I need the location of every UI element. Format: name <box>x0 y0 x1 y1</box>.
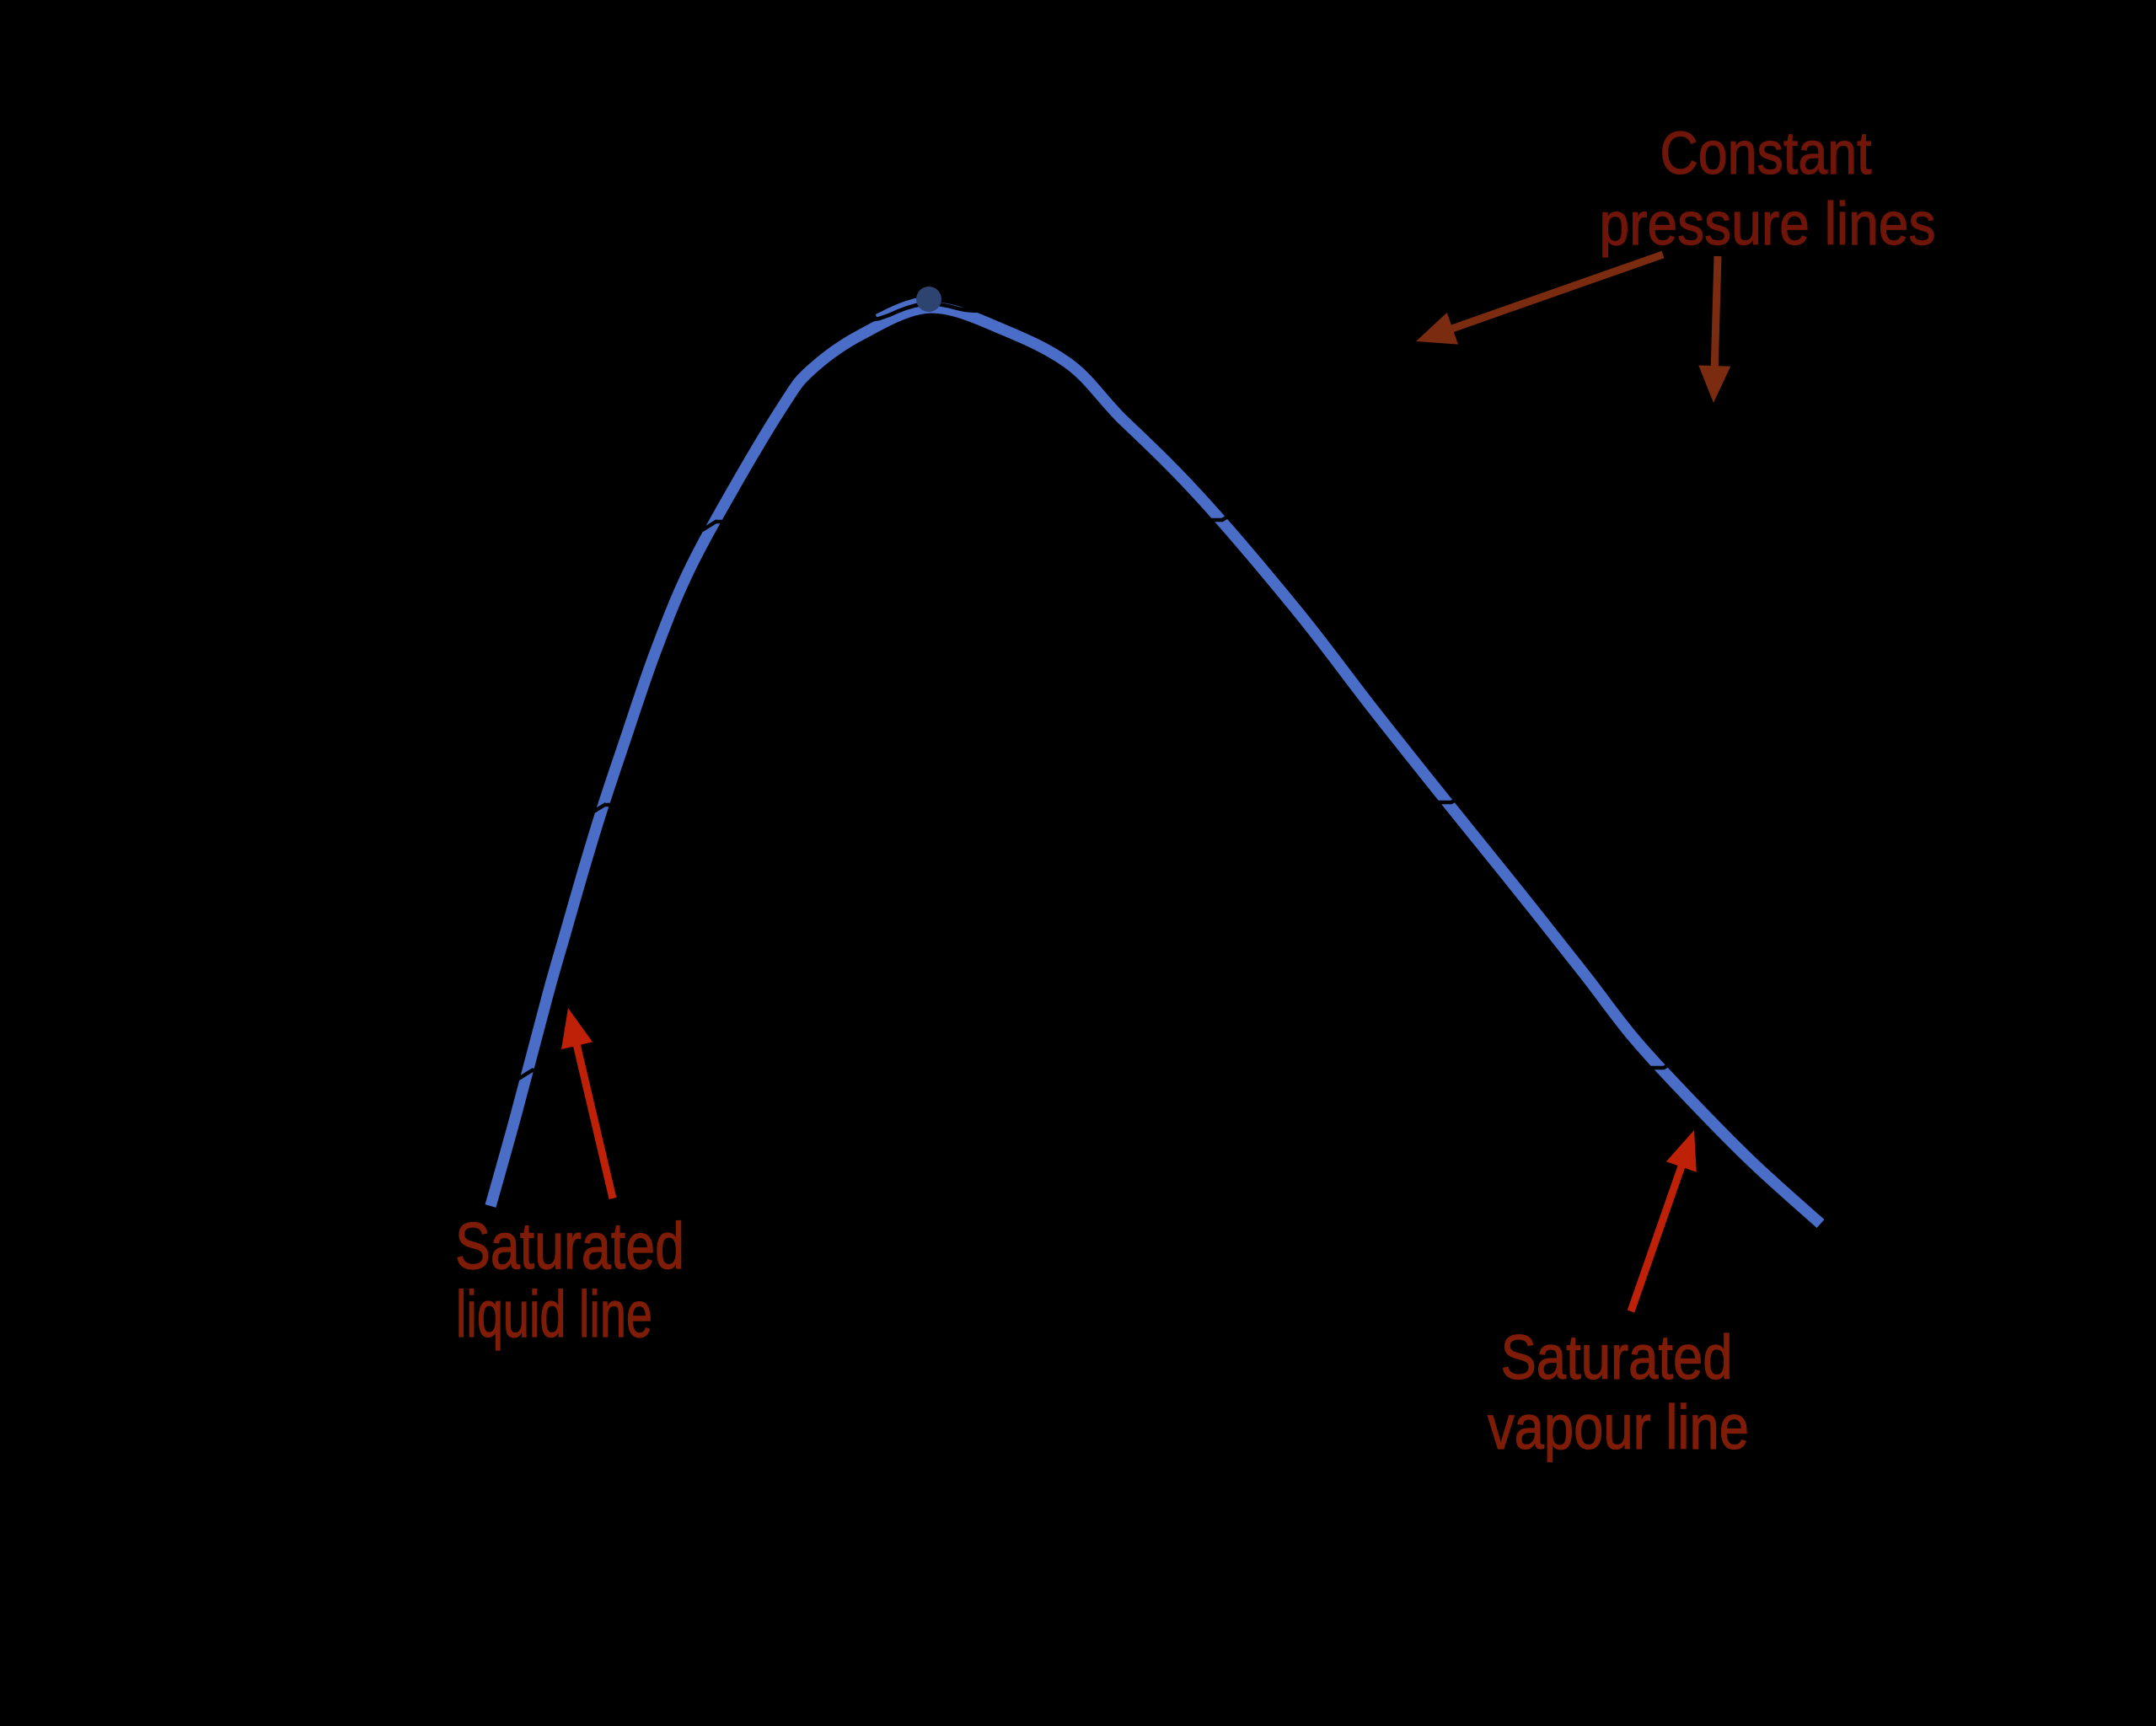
svg-text:Constant: Constant <box>1660 121 1872 187</box>
svg-text:pressure lines: pressure lines <box>1600 191 1936 258</box>
svg-text:Saturated: Saturated <box>455 1209 684 1283</box>
svg-text:Saturated: Saturated <box>1501 1322 1733 1392</box>
svg-text:liquid line: liquid line <box>456 1277 652 1351</box>
svg-text:vapour line: vapour line <box>1488 1392 1749 1462</box>
